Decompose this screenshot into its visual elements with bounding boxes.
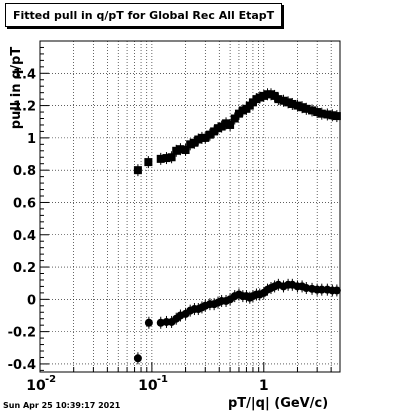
- y-tick-label: -0.4: [8, 358, 36, 373]
- y-tick-label: 1.4: [13, 67, 36, 82]
- y-tick-label: 0.2: [13, 261, 36, 276]
- data-point-square: [274, 95, 283, 104]
- data-point-circle: [133, 354, 142, 363]
- data-point-square: [222, 119, 231, 128]
- x-axis-label: pT/|q| (GeV/c): [228, 396, 329, 411]
- y-tick-label: 1: [27, 132, 36, 147]
- data-point-square: [230, 114, 239, 123]
- y-tick-label: 1.2: [13, 100, 36, 115]
- y-tick-label: 0.8: [13, 164, 36, 179]
- data-point-square: [156, 154, 165, 163]
- y-tick-label: 0.6: [13, 196, 36, 211]
- data-point-square: [201, 133, 210, 142]
- data-point-circle: [332, 286, 341, 295]
- x-tick-label: 1: [259, 378, 269, 394]
- x-tick-exponent: -1: [157, 374, 168, 385]
- plot-frame: [39, 40, 341, 373]
- data-point-square: [176, 145, 185, 154]
- data-point-square: [308, 106, 317, 115]
- data-point-square: [298, 103, 307, 112]
- chart-title-box: Fitted pull in q/pT for Global Rec All E…: [5, 3, 282, 27]
- data-point-square: [255, 93, 264, 102]
- timestamp: Sun Apr 25 10:39:17 2021: [3, 401, 121, 410]
- data-point-square: [284, 98, 293, 107]
- data-point-square: [279, 96, 288, 105]
- data-point-square: [323, 110, 332, 119]
- data-point-square: [217, 122, 226, 131]
- data-point-square: [293, 101, 302, 110]
- data-point-square: [226, 120, 235, 129]
- data-point-square: [302, 104, 311, 113]
- data-point-square: [317, 109, 326, 118]
- chart-title: Fitted pull in q/pT for Global Rec All E…: [13, 9, 275, 22]
- data-point-square: [167, 153, 176, 162]
- data-point-circle: [317, 285, 326, 294]
- x-tick-label: 10: [138, 378, 158, 394]
- x-tick-exponent: -2: [45, 374, 56, 385]
- data-point-square: [181, 145, 190, 154]
- data-point-square: [288, 99, 297, 108]
- data-point-square: [332, 112, 341, 121]
- data-point-square: [162, 154, 171, 163]
- data-point-square: [205, 130, 214, 139]
- data-point-square: [328, 111, 337, 120]
- data-point-square: [186, 140, 195, 149]
- y-tick-label: 0.4: [13, 229, 36, 244]
- y-tick-label: 0: [27, 293, 36, 308]
- data-point-square: [133, 166, 142, 175]
- data-point-square: [172, 146, 181, 155]
- x-tick-label: 10: [26, 378, 46, 394]
- data-point-square: [313, 108, 322, 117]
- y-tick-label: -0.2: [8, 326, 36, 341]
- data-point-square: [144, 158, 153, 167]
- data-point-circle: [144, 318, 153, 327]
